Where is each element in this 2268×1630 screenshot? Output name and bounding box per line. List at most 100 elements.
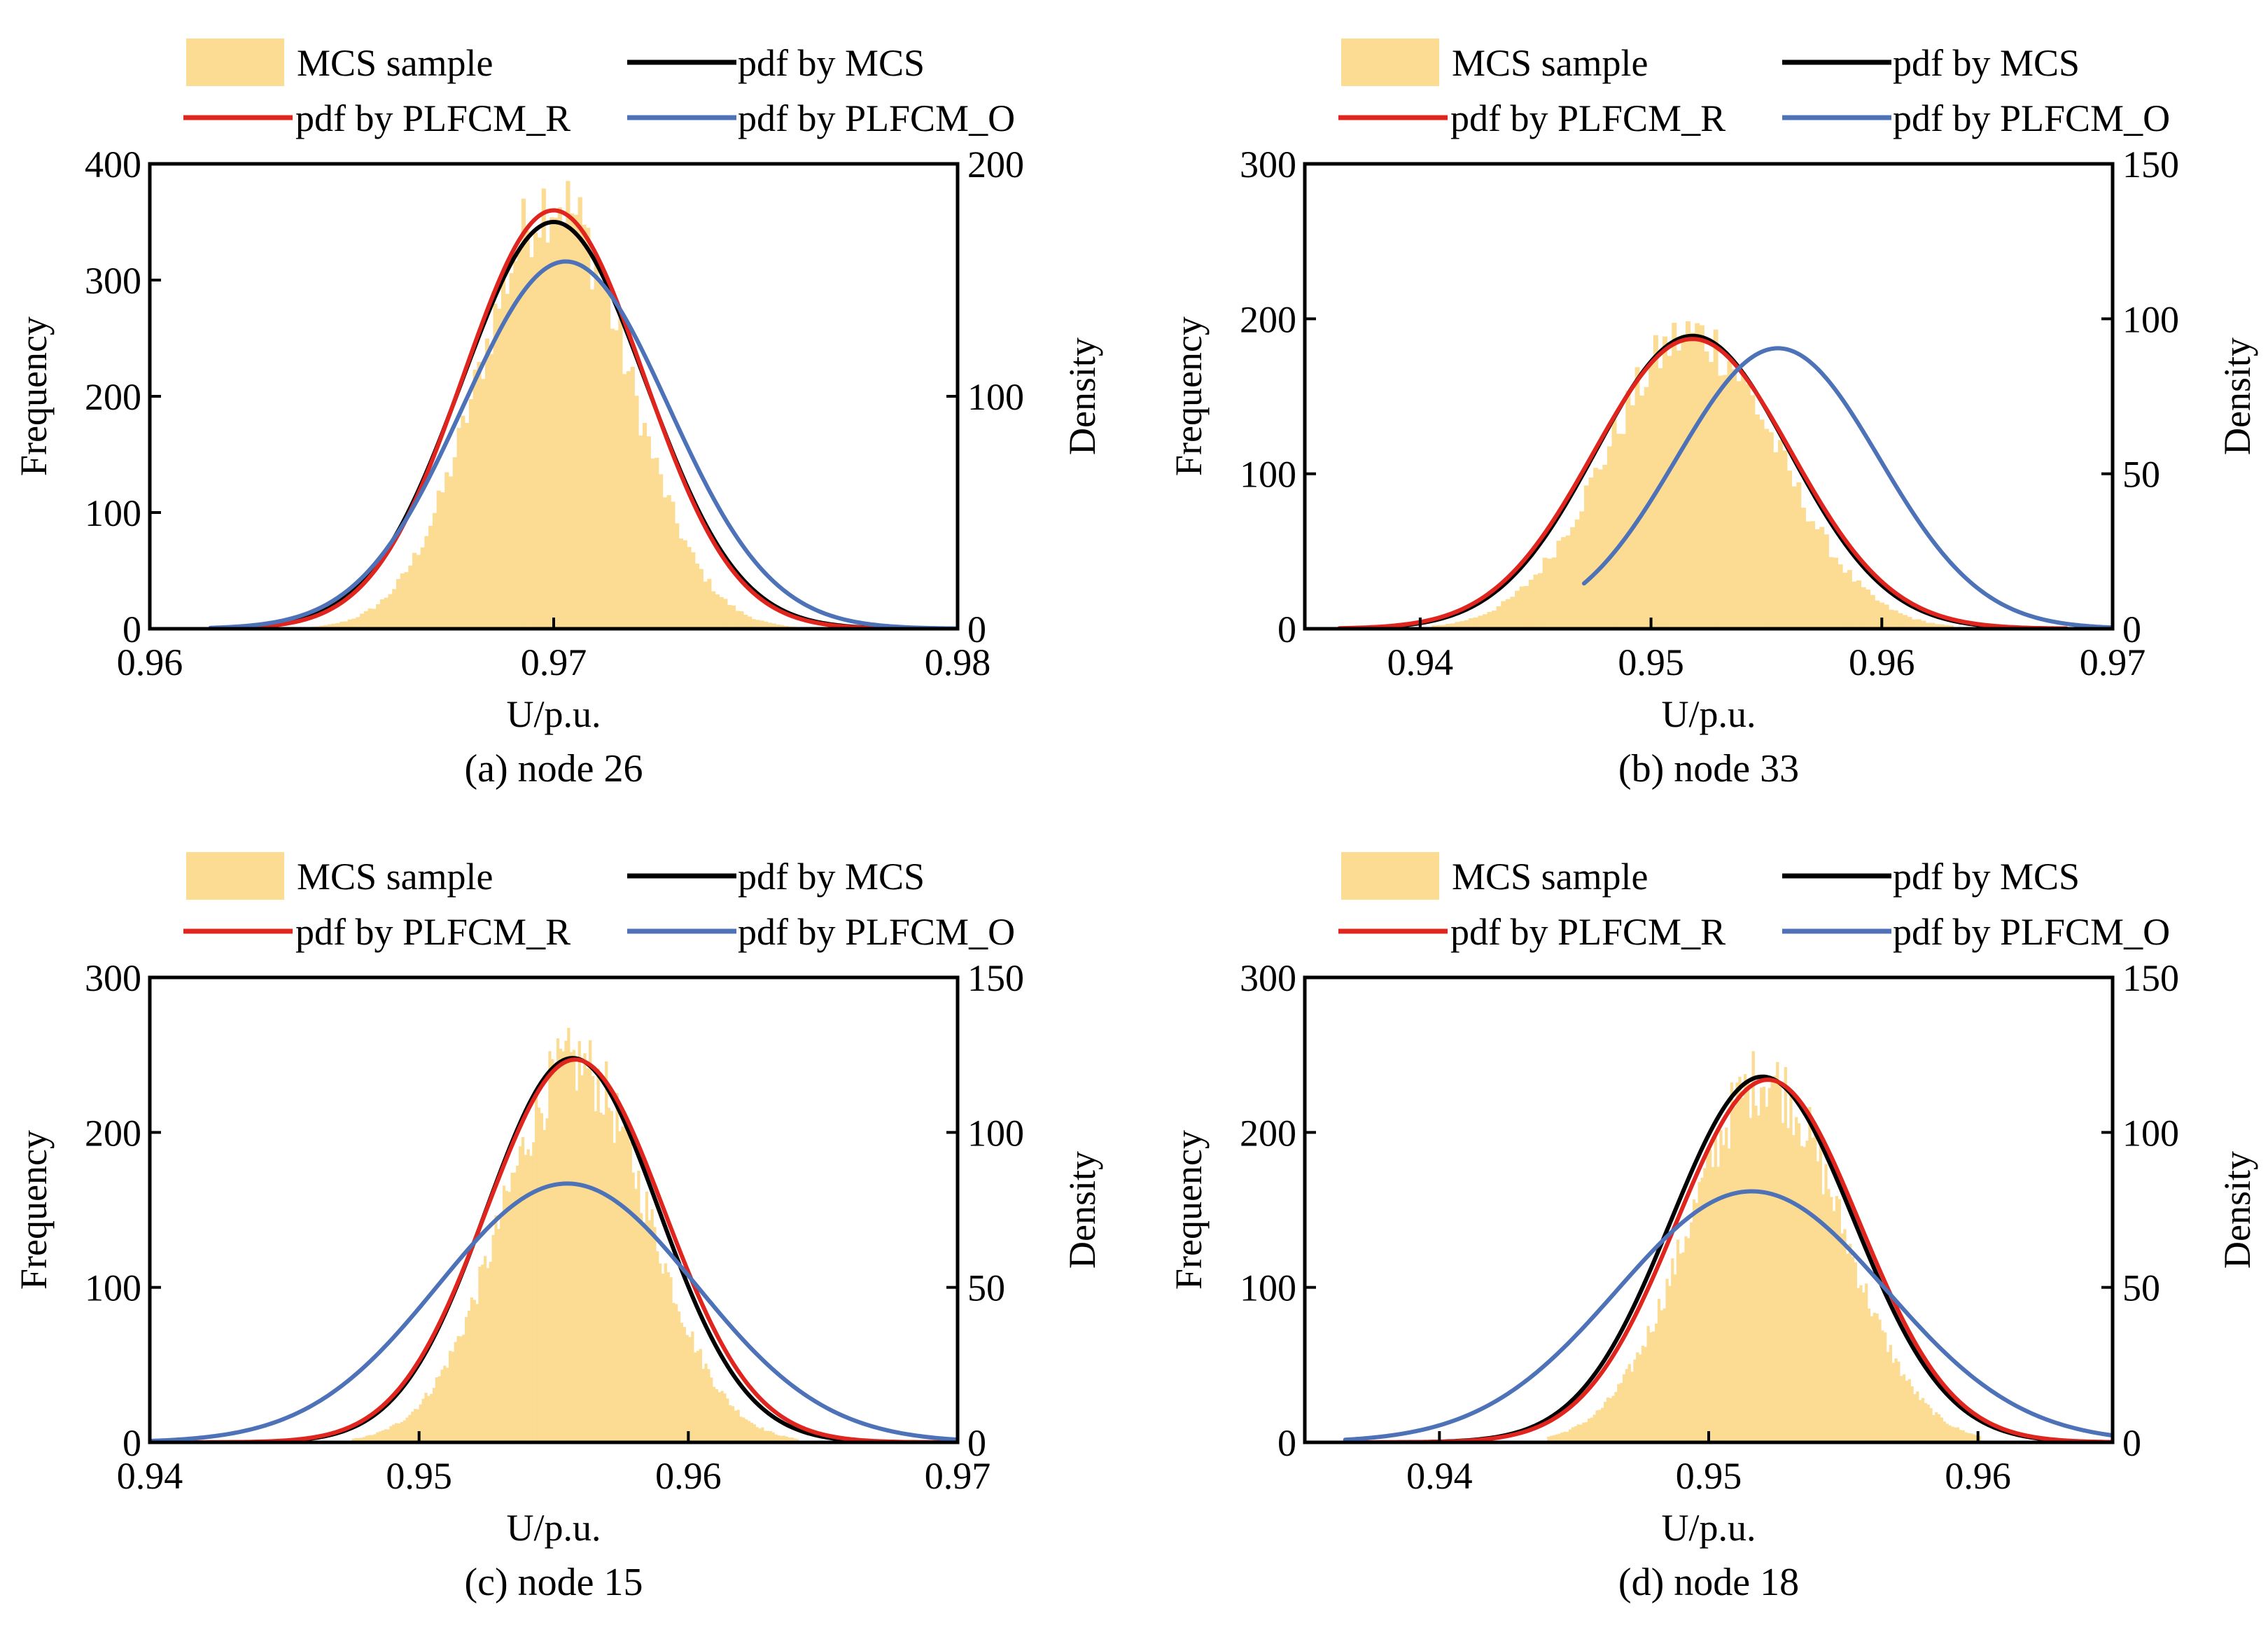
histogram-bar — [1574, 520, 1580, 629]
histogram-bar — [1762, 1086, 1766, 1442]
histogram-bar — [687, 547, 692, 629]
histogram-bar — [507, 1192, 511, 1442]
histogram-bar — [790, 1437, 794, 1442]
histogram-bar — [1469, 618, 1474, 629]
histogram-bar — [1805, 1141, 1809, 1442]
histogram-bar — [1446, 623, 1451, 629]
histogram-bar — [1833, 557, 1839, 629]
histogram-bar — [435, 1377, 438, 1442]
histogram-bar — [739, 611, 744, 629]
histogram-bar — [1932, 1415, 1935, 1442]
histogram-bar — [648, 1220, 651, 1442]
histogram-bar — [630, 366, 635, 629]
histogram-bar — [653, 1227, 657, 1442]
histogram-bar — [1754, 414, 1760, 629]
histogram-bar — [472, 370, 477, 629]
histogram-bar — [573, 214, 579, 629]
histogram-bar — [629, 1142, 632, 1442]
histogram-bar — [586, 1068, 589, 1442]
histogram-bar — [776, 625, 780, 629]
histogram-bar — [710, 1377, 713, 1442]
histogram-bar — [1652, 1331, 1656, 1442]
histogram-bar — [607, 1108, 611, 1442]
pdf-plfcm-o-line — [1581, 346, 2113, 629]
histogram-bar — [743, 614, 748, 629]
histogram-bar — [1830, 1197, 1833, 1442]
histogram-bar — [432, 1388, 436, 1442]
histogram-bar — [400, 573, 405, 629]
histogram-bar — [1910, 1386, 1914, 1442]
histogram-bar — [513, 260, 518, 629]
histogram-bar — [465, 423, 470, 629]
histogram-bar — [1603, 1402, 1607, 1442]
y2-tick-label: 0 — [2122, 608, 2141, 650]
y-tick-label: 200 — [1240, 298, 1296, 340]
histogram-bar — [1703, 1168, 1707, 1442]
histogram-bar — [331, 623, 336, 629]
histogram-bar — [1606, 446, 1612, 629]
histogram-bar — [545, 1118, 549, 1442]
histogram-bar — [1574, 1426, 1577, 1442]
y2-axis-label: Density — [1061, 1151, 1103, 1269]
histogram-bar — [1905, 1380, 1909, 1442]
histogram-bar — [1542, 557, 1548, 629]
histogram-bar — [1925, 622, 1931, 629]
histogram-bar — [535, 1090, 538, 1442]
histogram-bar — [1551, 557, 1557, 629]
pdf-plfcm-o-line — [1343, 1189, 2113, 1442]
legend-label-mcs-sample: MCS sample — [297, 42, 493, 84]
histogram-bar — [720, 1391, 724, 1442]
histogram-bar — [1893, 610, 1898, 629]
y2-tick-label: 100 — [967, 376, 1024, 418]
histogram-bar — [672, 1302, 676, 1442]
histogram-bar — [411, 1412, 414, 1442]
histogram-bar — [533, 232, 538, 629]
histogram-bar — [1649, 1332, 1653, 1442]
histogram-bar — [750, 1422, 754, 1442]
histogram-bar — [1784, 1067, 1787, 1442]
histogram-bar — [1665, 1279, 1669, 1442]
histogram-bar — [1662, 336, 1668, 629]
histogram-bar — [1590, 1417, 1593, 1442]
histogram-bar — [497, 308, 502, 629]
histogram-bar — [529, 257, 534, 629]
histogram-bar — [1884, 1332, 1887, 1442]
histogram-bar — [354, 1437, 358, 1442]
histogram-bar — [373, 1434, 377, 1442]
histogram-bar — [521, 1137, 525, 1442]
legend-label-pdf-mcs: pdf by MCS — [738, 42, 925, 84]
histogram-bar — [537, 1107, 541, 1442]
histogram-bar — [1865, 589, 1871, 629]
histogram-bar — [517, 249, 522, 629]
histogram-bar — [583, 1053, 587, 1442]
histogram-bar — [1718, 375, 1723, 629]
histogram-bar — [537, 237, 542, 629]
histogram-bar — [564, 1040, 568, 1442]
histogram-bar — [1699, 325, 1704, 629]
histogram-bar — [666, 1272, 670, 1442]
plot-frame — [148, 975, 960, 1444]
y2-tick-label: 0 — [967, 1422, 986, 1464]
legend: MCS sample pdf by MCS pdf by PLFCM_R pdf by… — [1338, 39, 2170, 139]
histogram-bar — [1902, 615, 1907, 629]
histogram-bar — [378, 1431, 382, 1442]
histogram-bar — [402, 1420, 406, 1442]
y2-tick-label: 200 — [967, 144, 1024, 186]
histogram-bar — [456, 428, 461, 629]
histogram-bar — [551, 1059, 554, 1442]
histogram-bar — [1735, 1082, 1739, 1442]
histogram-bar — [1588, 477, 1594, 629]
x-tick-label: 0.98 — [925, 641, 991, 683]
histogram-bar — [1609, 1398, 1612, 1442]
histogram-bar — [486, 1268, 490, 1442]
y-tick-label: 200 — [85, 1112, 141, 1154]
histogram-bar — [1528, 580, 1534, 629]
histogram-bar — [1773, 452, 1779, 629]
y-tick-label: 100 — [1240, 454, 1296, 496]
histogram-bar — [1592, 1414, 1596, 1442]
histogram-bar — [1711, 1166, 1715, 1442]
histogram-bar — [381, 1430, 385, 1442]
histogram-bar — [1713, 329, 1718, 629]
y-tick-label: 200 — [85, 376, 141, 418]
histogram-bar — [785, 1436, 789, 1442]
